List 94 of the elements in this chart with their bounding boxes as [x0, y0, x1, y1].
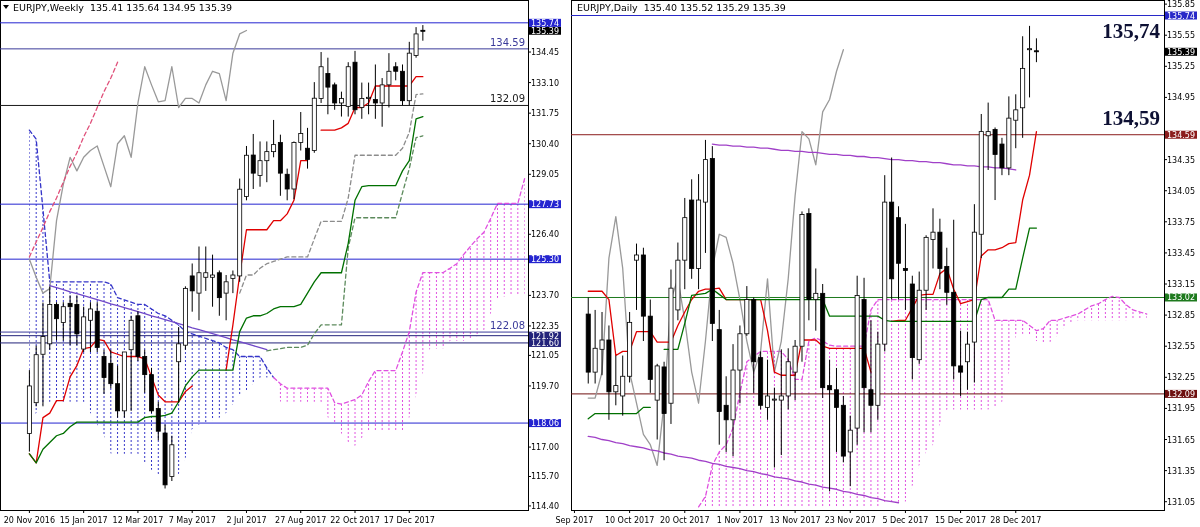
x-tick-label: 1 Nov 2017	[716, 516, 764, 525]
y-tick-label: 132.09	[1167, 389, 1195, 399]
annotation: 135,74	[1102, 18, 1161, 43]
x-tick-label: 27 Aug 2017	[275, 516, 327, 525]
x-tick-label: 15 Jan 2017	[59, 516, 108, 525]
y-tick-label: 133.02	[1167, 293, 1195, 303]
y-tick-label: 131.75	[531, 109, 559, 119]
y-tick-label: 121.05	[531, 351, 559, 361]
y-tick-label: 134.59	[1167, 130, 1195, 140]
candlestick	[827, 359, 833, 492]
x-tick-label: Sep 2017	[555, 516, 594, 525]
y-tick-label: 123.70	[531, 291, 559, 301]
y-tick-label: 117.00	[531, 443, 559, 453]
y-tick-label: 134.45	[531, 48, 559, 58]
line-series	[272, 177, 526, 405]
y-tick-label: 130.40	[531, 139, 559, 149]
x-tick-label: 13 Nov 2017	[769, 516, 821, 525]
candlestick	[847, 415, 853, 487]
x-tick-label: 12 Mar 2017	[112, 516, 164, 525]
y-tick-label: 121.92	[531, 331, 559, 341]
line-series	[711, 143, 1017, 171]
ref-line-label: 132.09	[490, 93, 525, 105]
y-tick-label: 135.39	[1167, 47, 1195, 57]
y-tick-label: 125.30	[531, 255, 559, 265]
x-tick-label: 20 Oct 2017	[660, 516, 710, 525]
y-tick-label: 133.75	[1167, 217, 1195, 227]
candlestick	[1027, 25, 1033, 98]
y-tick-label: 118.06	[531, 419, 559, 429]
y-tick-label: 133.10	[531, 78, 559, 88]
candlestick	[902, 223, 908, 311]
y-tick-label: 126.40	[531, 230, 559, 240]
ref-line-label: 122.08	[490, 320, 525, 332]
annotation: 134,59	[1102, 105, 1160, 130]
candlestick	[305, 127, 310, 170]
line-series	[49, 285, 268, 351]
y-tick-label: 135.74	[531, 18, 559, 28]
y-tick-label: 135.74	[1167, 11, 1195, 21]
x-tick-label: 10 Oct 2017	[604, 516, 655, 525]
y-tick-label: 129.05	[531, 170, 559, 180]
line-series	[28, 61, 119, 258]
x-tick-label: 5 Dec 2017	[882, 516, 929, 525]
y-tick-label: 131.65	[1167, 435, 1195, 445]
y-tick-label: 133.45	[1167, 248, 1195, 258]
y-tick-label: 134.35	[1167, 155, 1195, 165]
candlestick	[210, 254, 215, 308]
x-tick-label: 28 Dec 2017	[990, 516, 1042, 525]
candlestick	[765, 359, 770, 421]
candlestick	[834, 367, 839, 453]
x-tick-label: 2 Jul 2017	[226, 516, 267, 525]
y-tick-label: 121.60	[531, 338, 559, 348]
y-tick-label: 115.70	[531, 472, 559, 482]
y-tick-label: 114.40	[531, 501, 559, 511]
y-tick-label: 122.35	[531, 321, 559, 331]
y-tick-label: 134.05	[1167, 186, 1195, 196]
y-tick-label: 135.85	[1167, 0, 1195, 10]
y-tick-label: 132.55	[1167, 342, 1195, 352]
x-tick-label: 15 Dec 2017	[935, 516, 987, 525]
candlestick	[634, 243, 639, 311]
line-series	[266, 135, 424, 352]
line-series	[28, 29, 248, 294]
x-tick-label: 17 Dec 2017	[383, 516, 435, 525]
candlestick	[965, 331, 970, 391]
line-series	[239, 93, 424, 294]
candlestick	[155, 401, 161, 441]
y-tick-label: 127.73	[531, 200, 559, 210]
chart-title: EURJPY,Daily 135.40 135.52 135.29 135.39	[577, 2, 786, 13]
candlestick	[958, 330, 964, 397]
candlestick	[339, 91, 344, 118]
y-tick-label: 135.39	[531, 26, 559, 36]
y-tick-label: 131.05	[1167, 497, 1195, 507]
y-tick-label: 131.35	[1167, 466, 1195, 476]
candlestick	[771, 387, 777, 468]
x-tick-label: 22 Oct 2017	[330, 516, 380, 525]
candlestick	[366, 82, 372, 115]
y-tick-label: 133.15	[1167, 280, 1195, 290]
y-tick-label: 135.25	[1167, 62, 1195, 72]
y-tick-label: 135.55	[1167, 31, 1195, 41]
candlestick	[54, 301, 59, 341]
candlestick	[1033, 37, 1039, 63]
candlestick	[88, 301, 93, 353]
chart-title: EURJPY,Weekly 135.41 135.64 134.95 135.39	[13, 2, 233, 13]
y-tick-label: 132.25	[1167, 373, 1195, 383]
y-tick-label: 134.95	[1167, 93, 1195, 103]
line-series	[587, 435, 900, 504]
candlestick	[420, 24, 426, 42]
candlestick	[176, 326, 182, 404]
x-tick-label: 23 Nov 2017	[824, 516, 876, 525]
x-tick-label: 20 Nov 2016	[3, 516, 56, 525]
y-tick-label: 132.85	[1167, 311, 1195, 321]
x-tick-label: 7 May 2017	[168, 516, 216, 525]
y-tick-label: 131.95	[1167, 404, 1195, 414]
ref-line-label: 134.59	[490, 36, 525, 48]
line-series	[28, 129, 275, 379]
y-tick-label: 119.70	[531, 381, 559, 391]
